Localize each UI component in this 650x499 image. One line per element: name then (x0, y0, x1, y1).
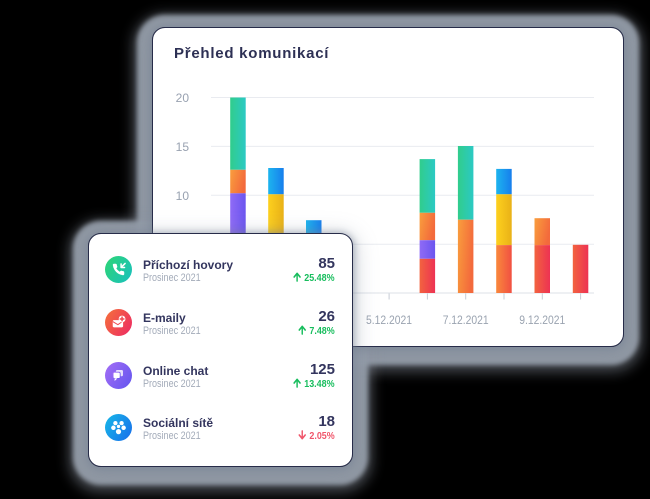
svg-text:20: 20 (176, 91, 190, 105)
svg-text:10: 10 (176, 189, 190, 203)
svg-text:15: 15 (176, 140, 190, 154)
svg-text:5.12.2021: 5.12.2021 (366, 313, 412, 327)
svg-text:9.12.2021: 9.12.2021 (519, 313, 565, 327)
svg-text:7.12.2021: 7.12.2021 (443, 313, 489, 327)
